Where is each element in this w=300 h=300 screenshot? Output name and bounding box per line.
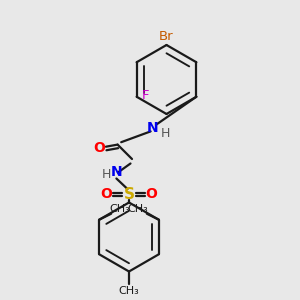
Text: O: O: [93, 141, 105, 154]
Text: CH₃: CH₃: [118, 286, 140, 296]
Text: H: H: [160, 127, 170, 140]
Text: N: N: [111, 166, 123, 179]
Text: N: N: [147, 121, 159, 135]
Text: F: F: [141, 89, 149, 102]
Text: H: H: [102, 167, 112, 181]
Text: S: S: [124, 187, 134, 202]
Text: O: O: [146, 188, 158, 201]
Text: Br: Br: [159, 30, 174, 43]
Text: O: O: [100, 188, 112, 201]
Text: CH₃: CH₃: [128, 204, 148, 214]
Text: CH₃: CH₃: [110, 204, 130, 214]
